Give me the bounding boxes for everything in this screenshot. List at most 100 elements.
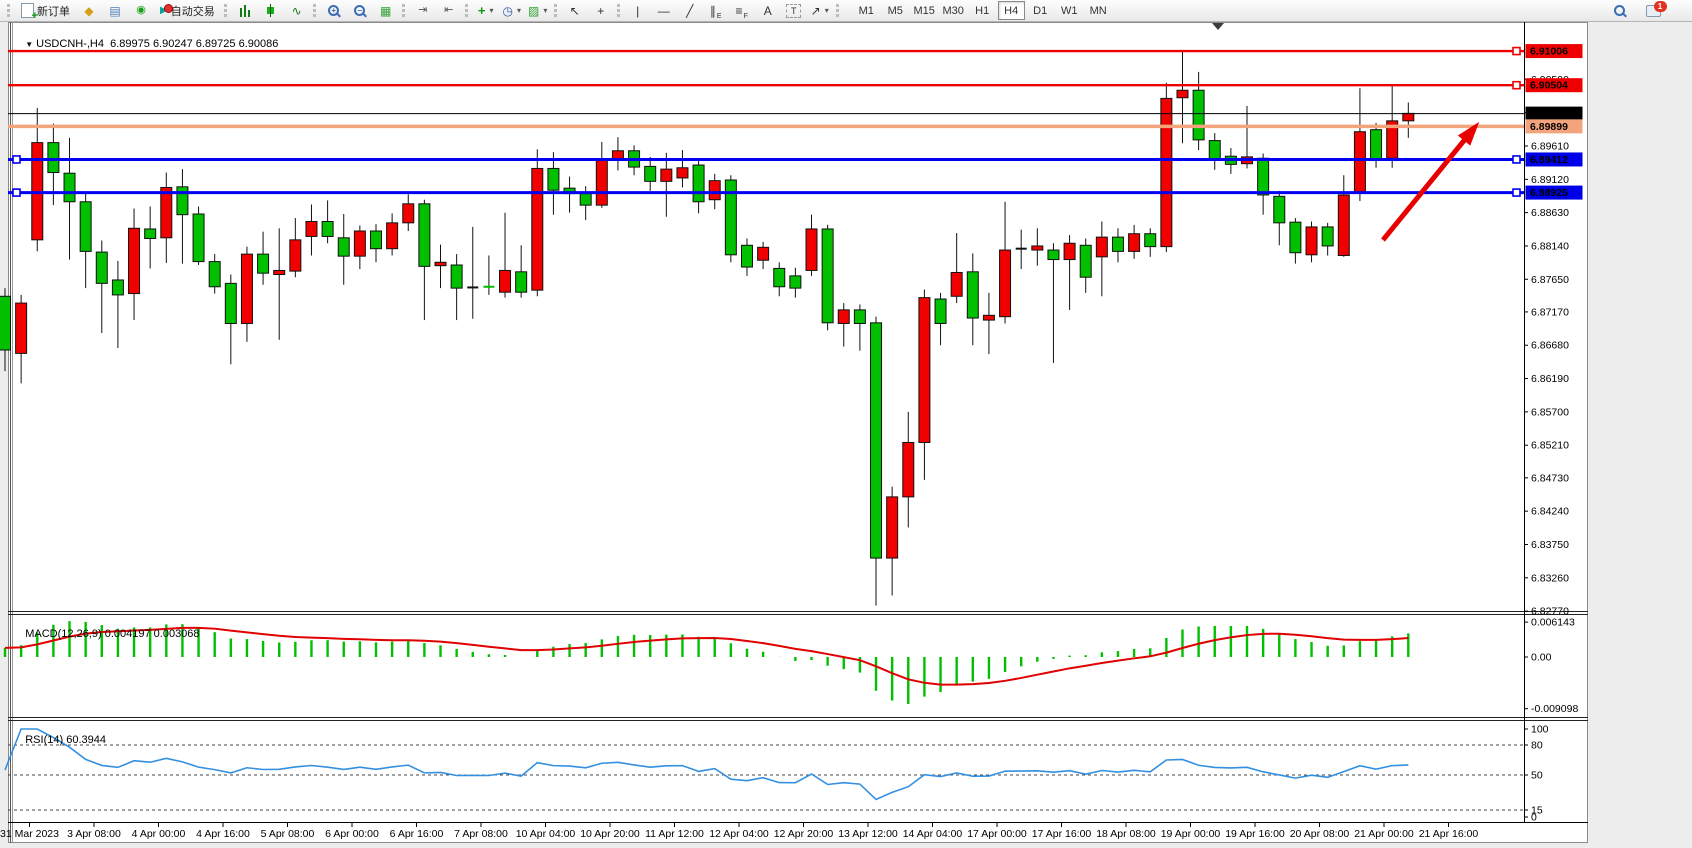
trend-arrow-head[interactable] bbox=[1457, 121, 1480, 146]
cursor-icon: ↖ bbox=[569, 3, 580, 18]
channel-button[interactable]: ∥ E bbox=[709, 3, 722, 20]
arrows-icon: ↗ bbox=[810, 3, 821, 18]
time-tick-label: 18 Apr 08:00 bbox=[1096, 828, 1156, 840]
price-tick-label: 6.89610 bbox=[1531, 141, 1569, 153]
styles-button[interactable]: ◆ bbox=[76, 1, 102, 21]
signals-icon: ◉ bbox=[136, 4, 146, 16]
hline-handle[interactable] bbox=[1512, 80, 1521, 90]
text-button[interactable]: A bbox=[755, 1, 781, 21]
one-click-trading-arrow-icon[interactable]: ▼ bbox=[25, 40, 34, 49]
time-tick-label: 20 Apr 08:00 bbox=[1290, 828, 1350, 840]
price-badge-label: 6.90504 bbox=[1530, 80, 1568, 92]
price-badge bbox=[1525, 106, 1583, 121]
time-tick-label: 6 Apr 00:00 bbox=[325, 828, 379, 840]
time-tick-label: 12 Apr 04:00 bbox=[709, 828, 769, 840]
time-tick-label: 14 Apr 04:00 bbox=[903, 828, 963, 840]
zoom-in-button[interactable]: + bbox=[321, 1, 347, 21]
hline-handle[interactable] bbox=[1512, 155, 1521, 164]
time-tick-label: 5 Apr 08:00 bbox=[261, 828, 315, 840]
price-tick-label: 6.87650 bbox=[1531, 274, 1569, 286]
text-icon: A bbox=[763, 3, 772, 18]
auto-trading-button[interactable]: ▶ 自动交易 bbox=[154, 1, 221, 21]
time-tick-label: 12 Apr 20:00 bbox=[774, 828, 834, 840]
timeframe-D1[interactable]: D1 bbox=[1033, 4, 1048, 17]
terminal-button[interactable]: ▤ bbox=[102, 1, 128, 21]
price-badge-label: 6.89412 bbox=[1530, 154, 1568, 166]
time-tick-label: 17 Apr 00:00 bbox=[967, 828, 1027, 840]
zoom-in-icon: + bbox=[328, 5, 340, 16]
timeframe-H4[interactable]: H4 bbox=[997, 1, 1025, 20]
templates-button[interactable]: ▨ ▾ bbox=[525, 1, 551, 21]
rsi-axis-label: 50 bbox=[1531, 770, 1543, 782]
rsi-axis-label: 15 bbox=[1531, 805, 1543, 817]
tile-windows-icon: ▦ bbox=[380, 3, 392, 18]
time-tick-label: 10 Apr 20:00 bbox=[580, 828, 640, 840]
hline-handle[interactable] bbox=[1512, 46, 1521, 56]
toolbar: 新订单 ◆ ▤ ◉ ▶ 自动交易 ∿ + − ▦ ⇥ ⇤ +▾ ◷▾ ▨▾ ↖ … bbox=[0, 0, 1692, 22]
fibonacci-button[interactable]: ≡ F bbox=[735, 3, 748, 20]
signals-button[interactable]: ◉ bbox=[128, 1, 154, 21]
price-badge bbox=[1525, 152, 1583, 167]
line-chart-icon: ∿ bbox=[291, 3, 302, 18]
crosshair-button[interactable]: + bbox=[588, 1, 614, 21]
candlestick-chart-button[interactable] bbox=[258, 1, 284, 21]
time-tick-label: 19 Apr 16:00 bbox=[1225, 828, 1285, 840]
toolbar-grip bbox=[7, 4, 10, 17]
time-tick-label: 4 Apr 16:00 bbox=[196, 828, 250, 840]
macd-name: MACD(12,26,9) bbox=[25, 628, 102, 640]
price-tick-label: 6.85700 bbox=[1531, 406, 1569, 418]
timeframe-M1[interactable]: M1 bbox=[858, 4, 874, 17]
price-tick-label: 6.84240 bbox=[1531, 506, 1569, 518]
timeframe-W1[interactable]: W1 bbox=[1060, 4, 1078, 17]
price-tick-label: 6.86190 bbox=[1531, 373, 1569, 385]
candlestick-chart-icon bbox=[264, 4, 277, 17]
timeframe-M30[interactable]: M30 bbox=[942, 4, 964, 17]
timeframe-M15[interactable]: M15 bbox=[913, 4, 935, 17]
time-tick-label: 10 Apr 04:00 bbox=[516, 828, 576, 840]
time-tick-label: 3 Apr 08:00 bbox=[67, 828, 121, 840]
horizontal-line-button[interactable]: — bbox=[651, 1, 677, 21]
price-tick-label: 6.83750 bbox=[1531, 539, 1569, 551]
new-order-button[interactable]: 新订单 bbox=[15, 1, 76, 22]
rsi-name: RSI(14) bbox=[25, 734, 64, 746]
hline-handle[interactable] bbox=[12, 188, 21, 197]
search-icon bbox=[1613, 5, 1625, 16]
rsi-label: RSI(14) 60.3944 bbox=[13, 722, 106, 758]
hline-handle[interactable] bbox=[12, 155, 21, 164]
zoom-out-button[interactable]: − bbox=[347, 1, 373, 21]
cursor-button[interactable]: ↖ bbox=[562, 1, 588, 21]
timeframe-H1[interactable]: H1 bbox=[975, 4, 990, 17]
chart-shift-marker-icon[interactable] bbox=[1212, 23, 1224, 30]
chart-title: ▼ USDCNH-,H4 6.89975 6.90247 6.89725 6.90… bbox=[13, 26, 278, 62]
trend-line-button[interactable]: ╱ bbox=[677, 1, 703, 21]
price-badge-label: 6.89899 bbox=[1530, 121, 1568, 133]
line-chart-button[interactable]: ∿ bbox=[284, 1, 310, 21]
price-badge-label: 6.90086 bbox=[1530, 108, 1568, 120]
macd-values: 0.004197 0.003068 bbox=[104, 628, 200, 640]
periods-button[interactable]: ◷ ▾ bbox=[499, 1, 525, 21]
timeframe-M5[interactable]: M5 bbox=[887, 4, 903, 17]
time-tick-label: 11 Apr 12:00 bbox=[645, 828, 704, 840]
text-label-button[interactable]: T bbox=[781, 1, 807, 21]
arrows-button[interactable]: ↗ ▾ bbox=[807, 1, 833, 21]
macd-axis-label: -0.009098 bbox=[1531, 703, 1578, 715]
chat-button[interactable]: 1 bbox=[1640, 0, 1667, 21]
rsi-axis-label: 0 bbox=[1531, 812, 1537, 824]
price-badge bbox=[1525, 119, 1583, 134]
chevron-down-icon: ▾ bbox=[489, 6, 494, 15]
timeframe-MN[interactable]: MN bbox=[1089, 4, 1107, 17]
hline-handle[interactable] bbox=[1512, 188, 1521, 197]
vertical-line-button[interactable]: | bbox=[625, 1, 651, 21]
indicators-button[interactable]: + ▾ bbox=[473, 1, 499, 21]
bar-chart-button[interactable] bbox=[232, 1, 258, 21]
symbol-period-label: USDCNH-,H4 bbox=[36, 38, 104, 50]
chart-plot-area[interactable] bbox=[8, 22, 1588, 843]
search-button[interactable] bbox=[1606, 1, 1632, 21]
tile-windows-button[interactable]: ▦ bbox=[373, 1, 399, 21]
trend-arrow[interactable] bbox=[1381, 130, 1473, 242]
auto-scroll-button[interactable]: ⇤ bbox=[436, 1, 462, 21]
rsi-line bbox=[4, 728, 1409, 801]
chart-shift-button[interactable]: ⇥ bbox=[410, 1, 436, 21]
zoom-out-icon: − bbox=[354, 5, 366, 16]
